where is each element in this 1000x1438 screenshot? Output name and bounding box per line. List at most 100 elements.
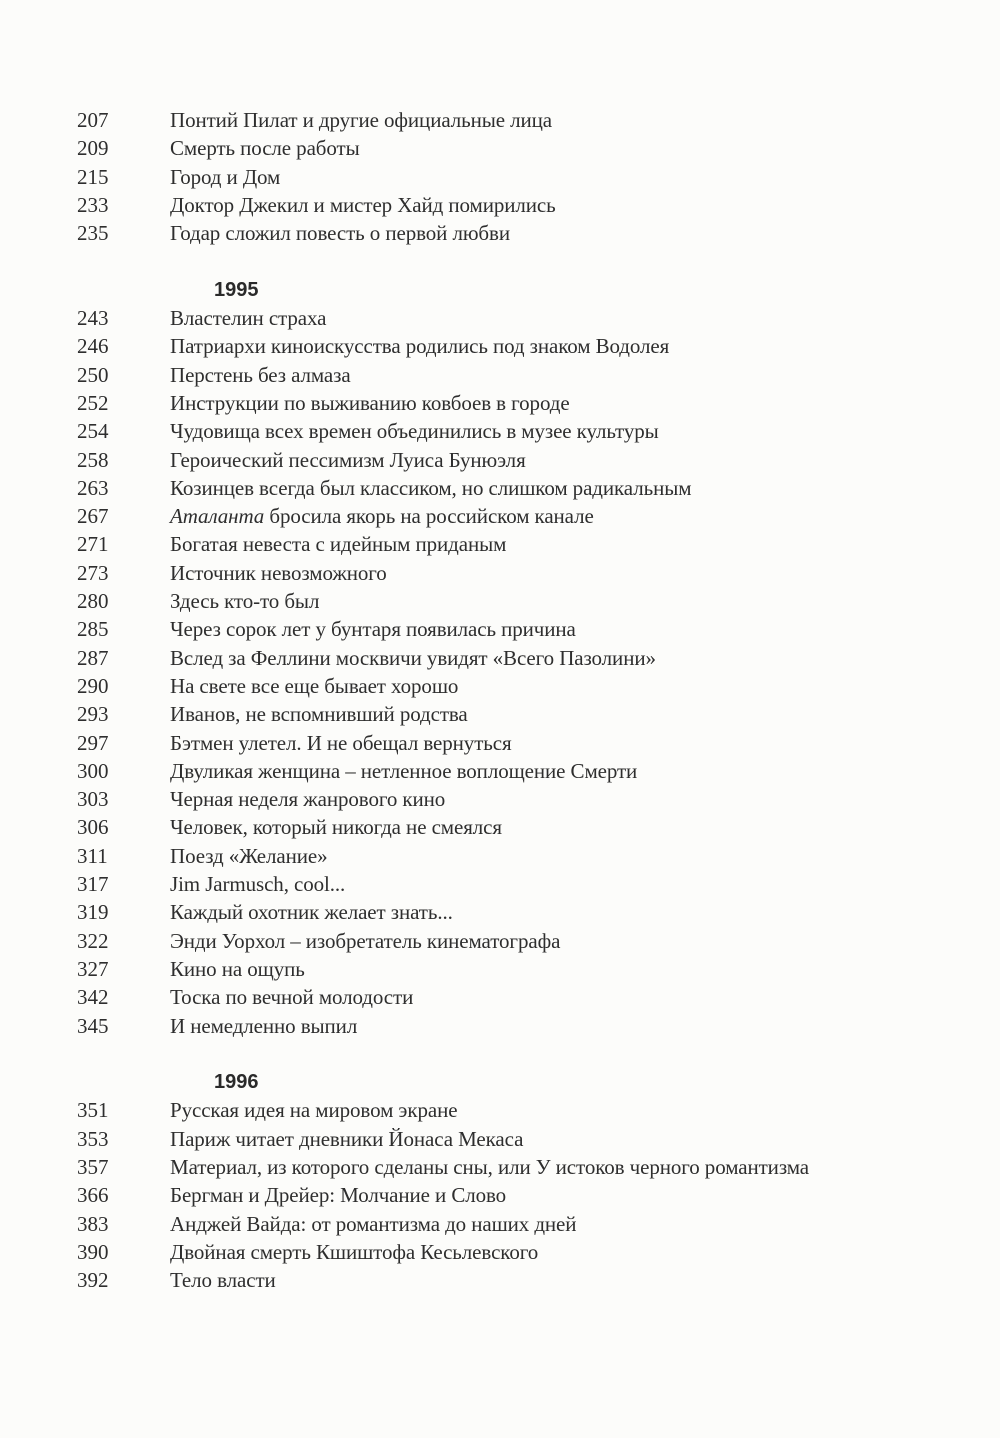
entry-title: Годар сложил повесть о первой любви [170, 221, 510, 246]
page-number: 285 [77, 617, 109, 642]
entry-title: Jim Jarmusch, cool... [170, 872, 346, 897]
page-number: 267 [77, 504, 109, 529]
entry-title: Чудовища всех времен объединились в музе… [170, 419, 659, 444]
toc-entry: 271 Богатая невеста с идейным приданым [0, 530, 1000, 558]
toc-entry: 342 Тоска по вечной молодости [0, 983, 1000, 1011]
toc-entry: 207 Понтий Пилат и другие официальные лиц… [0, 106, 1000, 134]
page-number: 293 [77, 702, 109, 727]
year-label: 1995 [214, 278, 259, 301]
entry-title: Город и Дом [170, 164, 281, 189]
page-number: 252 [77, 390, 109, 415]
section-spacer [0, 1040, 1000, 1068]
toc-entry: 254 Чудовища всех времен объединились в м… [0, 417, 1000, 445]
toc-entry: 263 Козинцев всегда был классиком, но сли… [0, 474, 1000, 502]
toc-entry: 300 Двуликая женщина – нетленное воплощен… [0, 757, 1000, 785]
entry-title: Человек, который никогда не смеялся [170, 815, 502, 840]
entry-title: Анджей Вайда: от романтизма до наших дне… [170, 1211, 577, 1236]
entry-title: Материал, из которого сделаны сны, или У… [170, 1154, 809, 1179]
entry-title: Инструкции по выживанию ковбоев в городе [170, 390, 570, 415]
toc-entry: 215 Город и Дом [0, 163, 1000, 191]
entry-title: Иванов, не вспомнивший родства [170, 702, 468, 727]
page-number: 345 [77, 1013, 109, 1038]
page-number: 311 [77, 843, 108, 868]
page-number: 271 [77, 532, 109, 557]
entry-title: Энди Уорхол – изобретатель кинематографа [170, 928, 561, 953]
entry-title: Двуликая женщина – нетленное воплощение … [170, 758, 638, 783]
page-number: 317 [77, 872, 109, 897]
page-number: 392 [77, 1268, 109, 1293]
toc-entry: 311 Поезд «Желание» [0, 842, 1000, 870]
entry-title: Тело власти [170, 1268, 276, 1293]
toc-entry: 258 Героический пессимизм Луиса Бунюэля [0, 446, 1000, 474]
page-number: 207 [77, 108, 109, 132]
page-number: 209 [77, 136, 109, 161]
page-number: 357 [77, 1154, 109, 1179]
page-number: 258 [77, 447, 109, 472]
entry-title: Черная неделя жанрового кино [170, 787, 446, 812]
toc-entry: 293 Иванов, не вспомнивший родства [0, 700, 1000, 728]
entry-title: Героический пессимизм Луиса Бунюэля [170, 447, 526, 472]
page-number: 300 [77, 758, 109, 783]
entry-title: Здесь кто-то был [170, 589, 320, 614]
toc-entry: 243 Властелин страха [0, 304, 1000, 332]
section-year-heading: 1995 [0, 276, 1000, 304]
entry-title: Понтий Пилат и другие официальные лица [170, 108, 552, 132]
page-number: 243 [77, 306, 109, 331]
page-number: 280 [77, 589, 109, 614]
page-number: 303 [77, 787, 109, 812]
entry-title: Русская идея на мировом экране [170, 1098, 458, 1123]
toc-entry: 383 Анджей Вайда: от романтизма до наших … [0, 1210, 1000, 1238]
toc-entry: 233 Доктор Джекил и мистер Хайд помирилис… [0, 191, 1000, 219]
toc-entry: 235 Годар сложил повесть о первой любви [0, 219, 1000, 247]
page-number: 353 [77, 1126, 109, 1151]
entry-title: Властелин страха [170, 306, 327, 331]
toc-entry: 390 Двойная смерть Кшиштофа Кесьлевского [0, 1238, 1000, 1266]
page-number: 233 [77, 192, 109, 217]
toc-entry: 392 Тело власти [0, 1266, 1000, 1294]
toc-entry: 353 Париж читает дневники Йонаса Мекаса [0, 1125, 1000, 1153]
page-number: 273 [77, 560, 109, 585]
entry-title: Бергман и Дрейер: Молчание и Слово [170, 1183, 507, 1208]
entry-title-italic: Аталанта [170, 504, 265, 529]
entry-title: Через сорок лет у бунтаря появилась прич… [170, 617, 576, 642]
section-spacer [0, 247, 1000, 275]
entry-title: Смерть после работы [170, 136, 360, 161]
entry-title: И немедленно выпил [170, 1013, 358, 1038]
entry-title: Аталанта бросила якорь на российском кан… [170, 502, 594, 530]
page-number: 351 [77, 1098, 109, 1123]
toc-entry: 322 Энди Уорхол – изобретатель кинематогр… [0, 927, 1000, 955]
toc-entry: 285 Через сорок лет у бунтаря появилась п… [0, 615, 1000, 643]
toc-entry: 317 Jim Jarmusch, cool... [0, 870, 1000, 898]
toc-entry: 209 Смерть после работы [0, 134, 1000, 162]
entry-title: Богатая невеста с идейным приданым [170, 532, 507, 557]
toc-entry: 287 Вслед за Феллини москвичи увидят «Все… [0, 644, 1000, 672]
toc-entry: 303 Черная неделя жанрового кино [0, 785, 1000, 813]
entry-title: Перстень без алмаза [170, 362, 351, 387]
toc-entry: 366 Бергман и Дрейер: Молчание и Слово [0, 1181, 1000, 1209]
page-number: 383 [77, 1211, 109, 1236]
entry-title: Бэтмен улетел. И не обещал вернуться [170, 730, 512, 755]
toc-entry: 306 Человек, который никогда не смеялся [0, 813, 1000, 841]
toc-entry: 345 И немедленно выпил [0, 1012, 1000, 1040]
toc-entry: 351 Русская идея на мировом экране [0, 1096, 1000, 1124]
entry-title: Источник невозможного [170, 560, 387, 585]
entry-title-rest: бросила якорь на российском канале [264, 504, 594, 529]
page-number: 235 [77, 221, 109, 246]
page-number: 254 [77, 419, 109, 444]
toc-entry: 319 Каждый охотник желает знать... [0, 898, 1000, 926]
toc-entry: 250 Перстень без алмаза [0, 361, 1000, 389]
entry-title: Двойная смерть Кшиштофа Кесьлевского [170, 1239, 539, 1264]
entry-title: На свете все еще бывает хорошо [170, 673, 459, 698]
entry-title: Доктор Джекил и мистер Хайд помирились [170, 192, 556, 217]
entry-title: Тоска по вечной молодости [170, 985, 414, 1010]
page-number: 319 [77, 900, 109, 925]
page-number: 297 [77, 730, 109, 755]
year-label: 1996 [214, 1071, 259, 1094]
toc-entry: 357 Материал, из которого сделаны сны, ил… [0, 1153, 1000, 1181]
page-number: 250 [77, 362, 109, 387]
page-number: 306 [77, 815, 109, 840]
toc-entry: 273 Источник невозможного [0, 559, 1000, 587]
table-of-contents: 207 Понтий Пилат и другие официальные лиц… [0, 106, 1000, 1294]
entry-title: Вслед за Феллини москвичи увидят «Всего … [170, 645, 656, 670]
page-number: 215 [77, 164, 109, 189]
